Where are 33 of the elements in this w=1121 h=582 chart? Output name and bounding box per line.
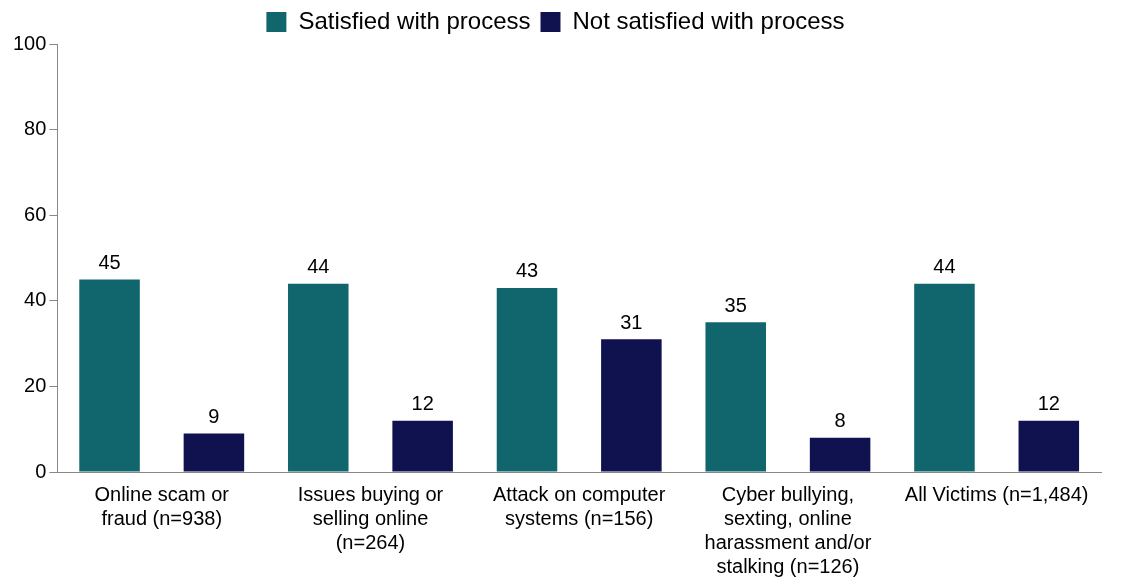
data-label: 44 — [933, 255, 956, 278]
x-tick-label: Attack on computer systems (n=156) — [493, 482, 666, 529]
x-tick-label: Issues buying or selling online (n=264) — [297, 482, 444, 553]
data-label: 45 — [98, 250, 121, 273]
x-tick-label: All Victims (n=1,484) — [904, 482, 1089, 505]
bar — [79, 279, 140, 472]
bar — [809, 437, 871, 472]
data-label: 43 — [515, 259, 539, 282]
x-tick-label: Online scam or fraud (n=938) — [94, 482, 230, 529]
y-tick-label: 80 — [24, 117, 47, 140]
bar — [288, 283, 349, 472]
legend-label: Satisfied with process — [298, 6, 531, 34]
y-tick-label: 100 — [12, 31, 47, 54]
data-label: 31 — [620, 310, 643, 333]
data-label: 35 — [724, 293, 747, 316]
data-label: 8 — [834, 409, 846, 432]
data-label: 12 — [1037, 392, 1060, 415]
data-label: 9 — [208, 405, 220, 427]
y-tick-label: 20 — [24, 373, 47, 396]
y-tick-label: 60 — [24, 202, 47, 225]
x-tick-label: Cyber bullying, sexting, online harassment and/or stalking (n=126) — [704, 482, 872, 577]
data-label: 12 — [411, 392, 434, 415]
bar — [392, 420, 453, 472]
bar — [601, 339, 662, 472]
y-tick-label: 0 — [35, 459, 47, 482]
bar — [496, 287, 558, 472]
bar — [183, 433, 245, 472]
data-label: 44 — [307, 255, 330, 278]
bar — [914, 283, 975, 472]
bar — [705, 322, 766, 472]
bar — [1018, 420, 1080, 472]
y-tick-label: 40 — [24, 288, 47, 311]
legend-label: Not satisfied with process — [572, 6, 845, 34]
